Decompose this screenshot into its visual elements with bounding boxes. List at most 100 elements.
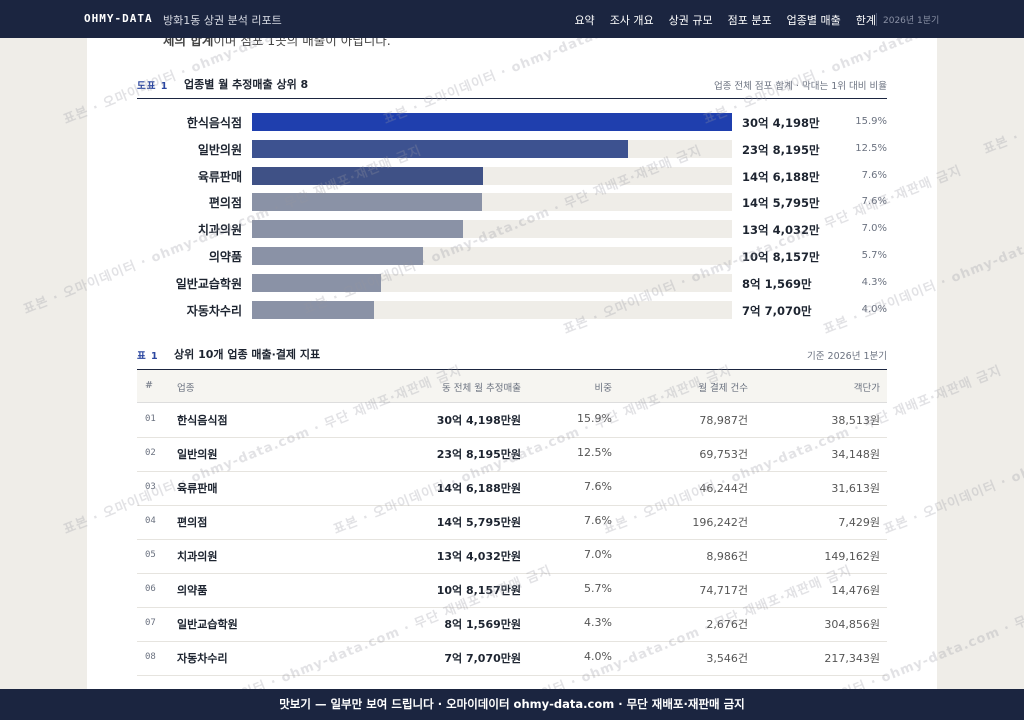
table-cell: 04 [145,516,156,526]
bar-track [252,273,732,292]
bar-share: 4.0% [861,303,887,315]
bar-label: 한식음식점 [186,116,242,130]
report-title: 방화1동 상권 분석 리포트 [163,14,282,27]
table-cell: 74,717건 [699,584,748,597]
bar-track [252,247,732,265]
bar-value: 14억 6,188만 [742,169,820,184]
bar-value: 10억 8,157만 [742,250,820,264]
table-cell: 46,244건 [699,482,748,495]
table-cell: 3,546건 [706,652,748,665]
table-cell: 13억 4,032만원 [436,550,521,563]
bar-track [252,113,732,131]
bar-value: 14억 5,795만 [742,196,820,211]
table-cell: 05 [145,550,156,560]
table-cell: 38,513원 [831,414,880,427]
nav-link[interactable]: 한계 [855,14,876,27]
table-cell: 03 [145,482,156,492]
row-rule [137,573,887,574]
figure-note: 업종 전체 점포 합계 · 막대는 1위 대비 비율 [713,81,887,92]
table-cell: 8억 1,569만원 [444,618,521,631]
bar-track [252,193,732,212]
table-cell: 217,343원 [824,652,880,665]
bar-track [252,300,732,319]
row-rule [137,607,887,608]
bar-value: 23억 8,195만 [742,142,820,157]
table-cell: 34,148원 [831,448,880,461]
table-cell: 304,856원 [824,618,880,631]
bar [252,166,483,185]
table-cell: 4.3% [584,616,612,629]
row-rule [137,641,887,642]
bar-value: 13억 4,032만 [742,223,820,238]
nav-link[interactable]: 요약 [574,14,595,27]
table-cell: 편의점 [177,516,208,529]
table-cell: 자동차수리 [177,652,228,665]
table-cell: 01 [145,414,156,424]
table-cell: 23억 8,195만원 [436,448,521,461]
table-cell: 78,987건 [699,414,748,427]
table-cell: 31,613원 [831,482,880,495]
bar-label: 의약품 [208,250,242,264]
table-cell: 7.6% [584,480,612,493]
nav-link[interactable]: 조사 개요 [609,14,654,27]
bar [252,193,483,212]
bar-label: 육류판매 [197,169,242,184]
table-header [137,369,887,403]
table-cell: 12.5% [577,446,612,459]
bar-share: 7.6% [861,196,887,208]
table-cell: 14,476원 [831,584,880,597]
table-cell: 10억 8,157만원 [436,584,521,597]
bar-track [252,220,732,239]
bar-label: 편의점 [208,196,242,211]
table-cell: 5.7% [584,582,612,595]
table-cell: 08 [145,652,156,662]
bar-label: 자동차수리 [186,303,242,318]
column-header: 업종 [177,383,195,394]
table-cell: 15.9% [577,412,612,425]
column-header: # [145,380,153,391]
row-rule [137,471,887,472]
bar-share: 5.7% [861,250,887,261]
bar [252,300,374,319]
table-cell: 149,162원 [824,550,880,563]
bar [252,247,423,265]
nav-link[interactable]: 상권 규모 [668,14,713,27]
table-cell: 4.0% [584,650,612,663]
bar [252,139,628,158]
table-cell: 7,429원 [838,516,880,529]
table-cell: 06 [145,584,156,594]
nav-link[interactable]: 점포 분포 [727,14,772,27]
table-cell: 한식음식점 [177,414,228,427]
bar-label: 일반교습학원 [175,276,242,291]
bar-share: 7.6% [861,169,887,181]
bar-share: 15.9% [855,116,887,127]
nav-link[interactable]: 업종별 매출 [786,14,841,27]
row-rule [137,505,887,506]
table-cell: 8,986건 [706,550,748,563]
table-cell: 7.6% [584,514,612,527]
bar-label: 일반의원 [197,142,242,157]
table-cell: 30억 4,198만원 [436,414,521,427]
nav-links: 요약 조사 개요 상권 규모 점포 분포 업종별 매출 한계 [574,12,876,28]
table-cell: 의약품 [177,584,208,597]
table-cell: 14억 5,795만원 [436,516,521,529]
bar-value: 7억 7,070만 [742,303,812,318]
row-rule [137,437,887,438]
table-cell: 2,676건 [706,618,748,631]
figure-title: 업종별 월 추정매출 상위 8 [184,78,309,91]
bar-track [252,139,732,158]
column-header: 객단가 [853,383,880,394]
table-cell: 02 [145,448,156,458]
column-header: 동 전체 월 추정매출 [442,383,521,394]
table-cell: 일반의원 [177,448,218,461]
table-cell: 07 [145,618,156,628]
bar [252,113,732,131]
column-header: 월 결제 건수 [698,383,748,394]
bar-track [252,166,732,185]
rule [137,98,887,99]
period: 2026년 1분기 [876,13,939,26]
column-header: 비중 [594,383,612,394]
figure-label: 도표 1 [137,81,169,92]
brand[interactable]: OHMY-DATA [84,12,153,25]
